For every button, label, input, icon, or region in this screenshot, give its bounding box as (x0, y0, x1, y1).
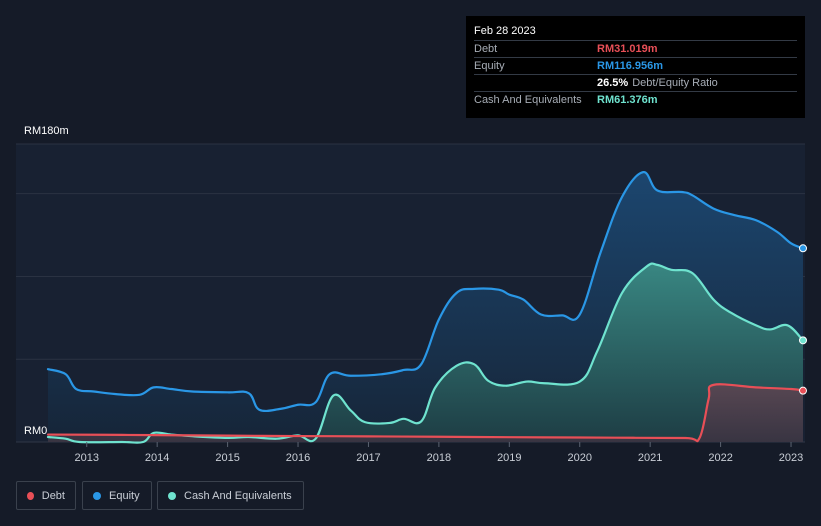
cash-endpoint (799, 336, 807, 345)
series-endpoints (799, 244, 807, 395)
legend-debt[interactable]: Debt (16, 481, 76, 510)
tooltip-date: Feb 28 2023 (474, 25, 536, 37)
debt-area (48, 384, 803, 442)
tooltip-value: RM116.956m (597, 60, 664, 72)
y-axis-min-label: RM0 (24, 425, 48, 437)
tooltip-value: RM31.019m (597, 43, 658, 55)
data-tooltip: Feb 28 2023 Debt RM31.019m Equity RM116.… (466, 16, 805, 118)
equity-endpoint (799, 244, 807, 253)
x-tick-label: 2019 (497, 452, 521, 464)
tooltip-row-ratio: 26.5% Debt/Equity Ratio (474, 74, 797, 91)
debt-dot-icon (27, 491, 34, 500)
x-tick-label: 2015 (215, 452, 239, 464)
x-tick-label: 2016 (286, 452, 310, 464)
y-axis-max-label: RM180m (24, 125, 69, 137)
x-tick-label: 2018 (427, 452, 451, 464)
legend-equity[interactable]: Equity (82, 481, 152, 510)
cash-area (48, 263, 803, 443)
tooltip-value: 26.5% (597, 77, 629, 89)
tooltip-extra: Debt/Equity Ratio (632, 77, 718, 89)
legend-label: Debt (41, 489, 65, 502)
tooltip-label (474, 75, 597, 91)
debt-endpoint (799, 386, 807, 395)
tooltip-label: Equity (474, 60, 505, 72)
equity-dot-icon (93, 491, 101, 500)
series-areas (48, 172, 803, 443)
x-tick-label: 2013 (74, 452, 98, 464)
series-lines (46, 171, 805, 444)
tooltip-label: Cash And Equivalents (474, 94, 582, 106)
x-tick-label: 2017 (356, 452, 380, 464)
tooltip-row-cash: Cash And Equivalents RM61.376m (474, 91, 797, 108)
tooltip-row-debt: Debt RM31.019m (474, 40, 797, 57)
x-tick-label: 2020 (567, 452, 591, 464)
cash-dot-icon (168, 491, 176, 500)
x-tick-label: 2022 (708, 452, 732, 464)
x-tick-label: 2023 (779, 452, 803, 464)
tooltip-label: Debt (474, 43, 498, 55)
x-tick-label: 2014 (145, 452, 169, 464)
legend-label: Cash And Equivalents (184, 489, 292, 502)
x-tick-label: 2021 (638, 452, 662, 464)
legend-label: Equity (109, 489, 140, 502)
legend-cash[interactable]: Cash And Equivalents (157, 481, 304, 510)
equity-line (46, 171, 805, 413)
debt-line (46, 383, 805, 443)
tooltip-value: RM61.376m (597, 94, 658, 106)
tooltip-row-equity: Equity RM116.956m (474, 57, 797, 74)
x-axis-ticks: 2013 2014 2015 2016 2017 2018 2019 2020 2021 2022… (74, 442, 803, 464)
